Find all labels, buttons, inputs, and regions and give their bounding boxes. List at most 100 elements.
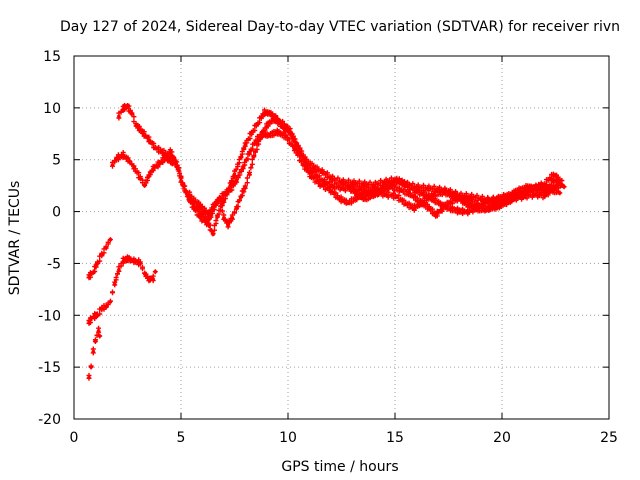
data-point xyxy=(427,206,432,211)
data-point xyxy=(153,146,158,151)
data-point xyxy=(478,197,483,201)
data-point xyxy=(431,198,436,202)
data-point xyxy=(125,257,130,262)
data-point xyxy=(551,179,556,184)
data-point xyxy=(125,105,130,109)
data-point xyxy=(147,278,151,282)
data-point xyxy=(457,209,462,214)
data-point xyxy=(406,184,410,189)
data-point xyxy=(89,365,93,369)
data-point xyxy=(179,178,183,183)
data-point xyxy=(192,206,196,211)
chart-title: Day 127 of 2024, Sidereal Day-to-day VTE… xyxy=(60,19,620,35)
data-point xyxy=(151,277,155,281)
y-tick-label: 15 xyxy=(43,49,61,65)
data-point xyxy=(243,143,247,147)
series-track-1 xyxy=(86,325,103,381)
data-point xyxy=(132,259,136,264)
data-point xyxy=(483,201,487,206)
data-point xyxy=(239,155,243,160)
data-point xyxy=(234,206,239,211)
data-point xyxy=(87,275,91,279)
data-point xyxy=(234,178,239,183)
series-points xyxy=(187,115,563,230)
data-point xyxy=(262,111,267,115)
data-point xyxy=(96,329,101,333)
data-point xyxy=(346,201,350,206)
series-points xyxy=(86,237,113,281)
data-point xyxy=(91,349,96,354)
data-point xyxy=(485,207,489,212)
data-point xyxy=(232,172,237,176)
series-track-3 xyxy=(86,237,113,281)
data-point xyxy=(239,195,243,199)
data-point xyxy=(448,200,453,204)
data-point xyxy=(247,172,252,176)
data-point xyxy=(100,253,104,257)
data-point xyxy=(500,196,504,200)
data-point xyxy=(256,121,260,126)
y-tick-label: 5 xyxy=(52,153,61,169)
data-point xyxy=(151,167,155,171)
data-point xyxy=(110,163,115,167)
data-point xyxy=(474,206,479,211)
data-point xyxy=(549,189,553,193)
data-point xyxy=(222,193,226,197)
data-point xyxy=(115,156,119,161)
data-point xyxy=(397,179,402,184)
data-point xyxy=(91,271,96,275)
data-point xyxy=(560,183,564,188)
data-point xyxy=(284,124,288,129)
data-point xyxy=(543,194,547,198)
series-track-7 xyxy=(187,115,563,230)
series-points xyxy=(86,325,103,381)
data-point xyxy=(121,153,125,158)
data-point xyxy=(421,200,425,204)
data-point xyxy=(104,246,108,250)
data-point xyxy=(290,135,295,139)
data-point xyxy=(277,120,282,125)
data-point xyxy=(491,198,496,202)
data-point xyxy=(241,166,245,170)
data-point xyxy=(532,193,536,197)
data-point xyxy=(142,272,147,276)
data-point xyxy=(108,300,113,304)
x-tick-labels: 0 5 10 15 20 25 xyxy=(70,430,618,446)
data-point xyxy=(382,180,387,185)
data-point xyxy=(264,124,269,129)
data-point xyxy=(108,237,113,242)
data-point xyxy=(543,190,547,194)
data-point xyxy=(363,189,367,193)
data-point xyxy=(192,199,196,203)
data-point xyxy=(558,191,562,195)
data-point xyxy=(104,305,108,309)
data-point xyxy=(187,193,192,197)
data-point xyxy=(142,183,147,188)
data-point xyxy=(93,339,98,344)
data-point xyxy=(269,112,273,116)
data-point xyxy=(466,210,470,215)
data-point xyxy=(331,184,335,189)
data-point xyxy=(525,185,530,190)
data-point xyxy=(117,114,121,118)
data-point xyxy=(228,189,232,193)
data-point xyxy=(95,261,100,266)
data-point xyxy=(198,203,203,208)
data-point xyxy=(211,232,215,237)
y-tick-label: -15 xyxy=(38,360,61,376)
data-point xyxy=(380,189,385,193)
data-point xyxy=(97,334,102,338)
data-point xyxy=(403,202,408,207)
plot-frame xyxy=(73,55,610,420)
data-point xyxy=(247,151,252,156)
data-point xyxy=(337,197,342,201)
data-point xyxy=(329,189,333,193)
data-point xyxy=(517,189,521,193)
data-point xyxy=(448,207,453,212)
data-point xyxy=(121,107,125,111)
data-point xyxy=(363,197,367,201)
data-point xyxy=(174,163,179,167)
data-point xyxy=(414,190,419,194)
x-tick-label: 15 xyxy=(386,430,404,446)
